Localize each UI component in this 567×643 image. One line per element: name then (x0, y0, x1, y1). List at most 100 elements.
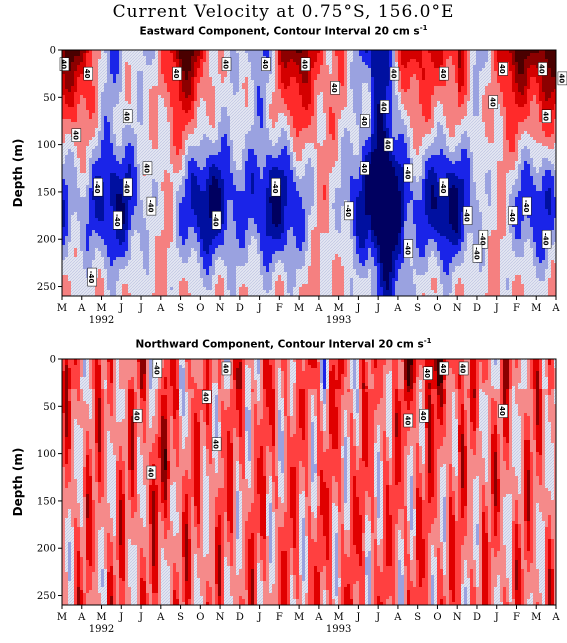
year-label: 1993 (326, 624, 351, 635)
contour-label: 40 (380, 100, 390, 114)
x-tick-label: O (433, 303, 441, 314)
y-tick-label: 200 (37, 544, 56, 555)
x-tick-label: N (453, 303, 462, 314)
x-tick-label: M (96, 612, 106, 623)
contour-label: -40 (478, 229, 489, 249)
x-tick-label: A (77, 303, 86, 314)
x-tick-label: D (473, 612, 481, 623)
contour-label: 40 (59, 57, 70, 71)
contour-label: 40 (498, 404, 508, 418)
contour-label: 40 (439, 66, 449, 81)
contour-label: -40 (152, 359, 163, 378)
y-tick-label: 100 (37, 140, 56, 151)
x-tick-label: M (96, 303, 106, 314)
contour-label: 40 (439, 361, 449, 376)
y-tick-label: 50 (43, 93, 56, 104)
x-tick-label: O (433, 612, 441, 623)
year-label: 1993 (326, 315, 351, 326)
contour-label: -40 (439, 177, 449, 197)
contour-label: -40 (403, 239, 414, 258)
contour-label: 40 (419, 409, 429, 423)
contour-label: 40 (360, 114, 370, 128)
y-tick-label: 0 (50, 46, 56, 57)
x-tick-label: A (156, 303, 165, 314)
contour-label: 40 (459, 361, 469, 376)
contour-label: 40 (71, 128, 82, 142)
x-tick-label: F (513, 303, 520, 314)
x-tick-label: D (236, 612, 244, 623)
x-tick-label: O (196, 303, 204, 314)
contour-label: -40 (542, 229, 552, 249)
contour-label: 40 (133, 409, 143, 423)
contour-label: -40 (344, 201, 354, 221)
year-label: 1992 (89, 624, 114, 635)
contour-label: -40 (508, 206, 518, 225)
x-tick-label: A (551, 303, 560, 314)
x-tick-label: F (276, 303, 283, 314)
x-tick-label: F (513, 612, 520, 623)
x-tick-label: M (294, 303, 304, 314)
x-tick-label: M (57, 303, 67, 314)
x-tick-label: D (473, 303, 481, 314)
y-tick-label: 250 (37, 591, 56, 602)
panel-1-subtitle-unit: -1 (420, 24, 428, 32)
contour-label: 40 (384, 137, 394, 152)
x-tick-label: S (414, 303, 421, 314)
x-tick-label: J (138, 612, 143, 623)
x-tick-label: S (177, 303, 184, 314)
y-tick-label: 250 (37, 282, 56, 293)
x-tick-label: N (216, 303, 225, 314)
contour-label: 40 (123, 109, 133, 123)
x-tick-label: J (375, 303, 380, 314)
contour-label: 40 (389, 66, 400, 81)
contour-label: 40 (212, 437, 222, 451)
contour-label: 40 (146, 465, 157, 480)
x-tick-label: J (118, 612, 123, 623)
y-tick-label: 150 (37, 187, 56, 198)
contour-label: 40 (172, 66, 182, 81)
x-tick-label: O (196, 612, 204, 623)
x-tick-label: M (294, 612, 304, 623)
panel-1-ylabel: Depth (m) (11, 139, 25, 208)
x-tick-label: A (77, 612, 86, 623)
x-tick-label: N (453, 612, 462, 623)
panel-2-subtitle-text: Northward Component, Contour Interval 20… (135, 339, 423, 351)
contour-label: 40 (202, 390, 212, 404)
x-tick-label: J (355, 612, 360, 623)
contour-label: 40 (538, 62, 548, 76)
x-tick-label: A (393, 303, 402, 314)
x-tick-label: F (276, 612, 283, 623)
panel-2-ylabel: Depth (m) (11, 448, 25, 517)
contour-label: -40 (403, 163, 414, 183)
x-tick-label: J (494, 612, 499, 623)
x-tick-label: J (138, 303, 143, 314)
contour-label: 40 (142, 161, 153, 176)
contour-label: 40 (557, 71, 567, 86)
y-tick-label: 100 (37, 449, 56, 460)
x-tick-label: S (177, 612, 184, 623)
y-tick-label: 0 (50, 355, 56, 366)
y-tick-label: 150 (37, 496, 56, 507)
contour-label: -40 (87, 267, 97, 287)
x-tick-label: A (393, 612, 402, 623)
contour-label: -40 (472, 244, 483, 263)
contour-label: -40 (146, 196, 157, 216)
panel-1-subtitle: Eastward Component, Contour Interval 20 … (0, 24, 567, 38)
y-tick-label: 50 (43, 402, 56, 413)
contour-label: 40 (301, 57, 311, 71)
x-tick-label: M (57, 612, 67, 623)
x-tick-label: A (314, 303, 323, 314)
panel-2-subtitle: Northward Component, Contour Interval 20… (0, 337, 567, 351)
contour-label: 40 (330, 81, 340, 95)
contour-label: -40 (93, 177, 103, 197)
chart-title: Current Velocity at 0.75°S, 156.0°E (0, 2, 567, 22)
panel-1-frame (61, 49, 557, 297)
x-tick-label: A (156, 612, 165, 623)
x-tick-label: M (531, 612, 541, 623)
x-tick-label: J (257, 612, 262, 623)
contour-label: 40 (222, 361, 232, 376)
contour-label: 40 (360, 161, 370, 176)
x-tick-label: J (355, 303, 360, 314)
contour-label: 40 (423, 366, 433, 380)
